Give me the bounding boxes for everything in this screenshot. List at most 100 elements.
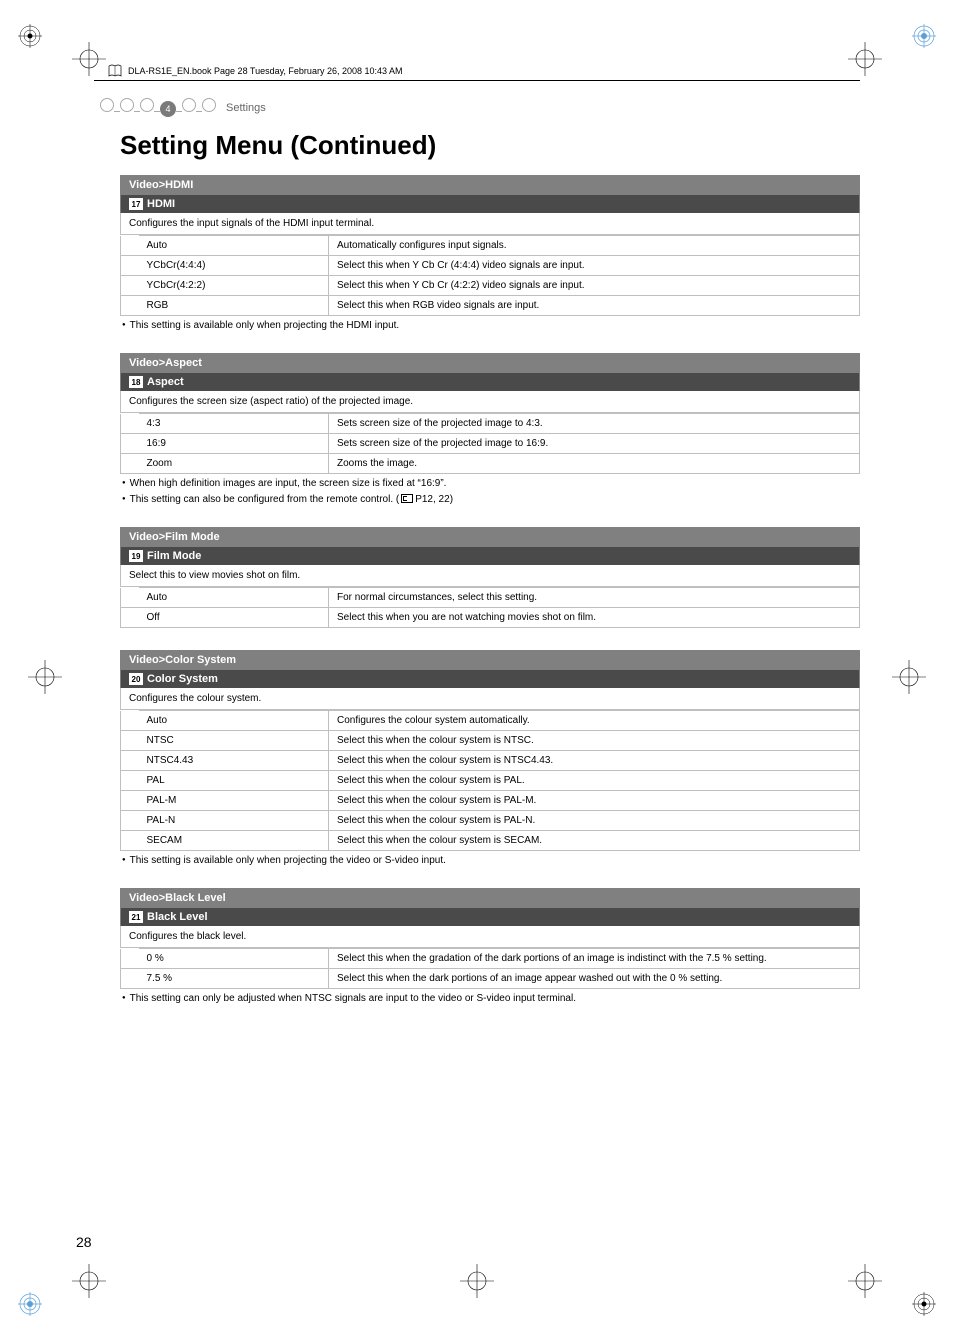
section-sub-label: Aspect (147, 376, 184, 388)
note-text: This setting can also be configured from… (130, 494, 400, 505)
table-row: ZoomZooms the image. (121, 454, 860, 474)
option-value: Select this when the colour system is PA… (329, 791, 860, 811)
crop-mark-icon (460, 1264, 494, 1298)
option-key: PAL-M (139, 791, 329, 811)
section-crumb: Video>Film Mode (120, 527, 860, 547)
settings-section: Video>Color System20 Color SystemConfigu… (120, 650, 860, 866)
section-crumb: Video>HDMI (120, 175, 860, 195)
table-row: AutoConfigures the colour system automat… (121, 711, 860, 731)
table-row: 16:9Sets screen size of the projected im… (121, 434, 860, 454)
option-value: Zooms the image. (329, 454, 860, 474)
section-sub-label: Film Mode (147, 550, 201, 562)
option-key: 0 % (139, 949, 329, 969)
breadcrumb-step (182, 98, 196, 112)
row-indent (121, 949, 139, 969)
crop-mark-icon (72, 42, 106, 76)
table-row: PALSelect this when the colour system is… (121, 771, 860, 791)
section-crumb: Video>Black Level (120, 888, 860, 908)
option-key: YCbCr(4:4:4) (139, 256, 329, 276)
row-indent (121, 296, 139, 316)
option-key: Off (139, 608, 329, 628)
settings-section: Video>Black Level21 Black LevelConfigure… (120, 888, 860, 1004)
table-row: RGBSelect this when RGB video signals ar… (121, 296, 860, 316)
options-table: AutoAutomatically configures input signa… (120, 235, 860, 316)
table-row: AutoAutomatically configures input signa… (121, 236, 860, 256)
section-crumb: Video>Color System (120, 650, 860, 670)
option-value: Select this when the gradation of the da… (329, 949, 860, 969)
section-note: This setting is available only when proj… (120, 855, 860, 866)
option-value: Select this when Y Cb Cr (4:4:4) video s… (329, 256, 860, 276)
row-indent (121, 414, 139, 434)
section-index-badge: 21 (129, 911, 143, 923)
options-table: AutoFor normal circumstances, select thi… (120, 587, 860, 628)
options-table: 0 %Select this when the gradation of the… (120, 948, 860, 989)
table-row: OffSelect this when you are not watching… (121, 608, 860, 628)
option-value: Select this when Y Cb Cr (4:2:2) video s… (329, 276, 860, 296)
section-index-badge: 19 (129, 550, 143, 562)
row-indent (121, 256, 139, 276)
breadcrumb-step (100, 98, 114, 112)
option-value: For normal circumstances, select this se… (329, 588, 860, 608)
section-index-badge: 18 (129, 376, 143, 388)
settings-section: Video>HDMI17 HDMIConfigures the input si… (120, 175, 860, 331)
registration-mark-icon (912, 1292, 936, 1316)
section-description: Select this to view movies shot on film. (120, 565, 860, 587)
registration-mark-icon (18, 24, 42, 48)
table-row: NTSCSelect this when the colour system i… (121, 731, 860, 751)
option-value: Sets screen size of the projected image … (329, 434, 860, 454)
breadcrumb: 4 Settings (100, 98, 266, 117)
row-indent (121, 811, 139, 831)
section-crumb: Video>Aspect (120, 353, 860, 373)
option-value: Sets screen size of the projected image … (329, 414, 860, 434)
section-subheader: 20 Color System (120, 670, 860, 688)
table-row: SECAMSelect this when the colour system … (121, 831, 860, 851)
option-key: NTSC4.43 (139, 751, 329, 771)
section-subheader: 18 Aspect (120, 373, 860, 391)
section-index-badge: 20 (129, 673, 143, 685)
settings-section: Video>Film Mode19 Film ModeSelect this t… (120, 527, 860, 628)
option-key: Auto (139, 711, 329, 731)
option-key: PAL (139, 771, 329, 791)
breadcrumb-connector (176, 111, 182, 112)
option-value: Select this when the colour system is SE… (329, 831, 860, 851)
options-table: AutoConfigures the colour system automat… (120, 710, 860, 851)
section-note: This setting can only be adjusted when N… (120, 993, 860, 1004)
row-indent (121, 791, 139, 811)
option-key: NTSC (139, 731, 329, 751)
row-indent (121, 588, 139, 608)
row-indent (121, 711, 139, 731)
breadcrumb-connector (154, 111, 160, 112)
row-indent (121, 276, 139, 296)
breadcrumb-step (202, 98, 216, 112)
option-key: YCbCr(4:2:2) (139, 276, 329, 296)
running-head-text: DLA-RS1E_EN.book Page 28 Tuesday, Februa… (128, 66, 403, 76)
section-sub-label: HDMI (147, 198, 175, 210)
note-text: ) (450, 494, 453, 505)
section-subheader: 19 Film Mode (120, 547, 860, 565)
option-key: 4:3 (139, 414, 329, 434)
page-number: 28 (76, 1234, 92, 1250)
registration-mark-icon (912, 24, 936, 48)
section-description: Configures the black level. (120, 926, 860, 948)
table-row: NTSC4.43Select this when the colour syst… (121, 751, 860, 771)
page-ref-icon (401, 494, 413, 503)
header-rule (94, 80, 860, 81)
page-title: Setting Menu (Continued) (120, 130, 860, 161)
crop-mark-icon (72, 1264, 106, 1298)
option-value: Select this when the colour system is PA… (329, 811, 860, 831)
breadcrumb-connector (134, 111, 140, 112)
option-key: PAL-N (139, 811, 329, 831)
table-row: PAL-NSelect this when the colour system … (121, 811, 860, 831)
section-description: Configures the input signals of the HDMI… (120, 213, 860, 235)
option-key: Auto (139, 236, 329, 256)
row-indent (121, 751, 139, 771)
table-row: 4:3Sets screen size of the projected ima… (121, 414, 860, 434)
row-indent (121, 434, 139, 454)
table-row: YCbCr(4:2:2)Select this when Y Cb Cr (4:… (121, 276, 860, 296)
table-row: PAL-MSelect this when the colour system … (121, 791, 860, 811)
breadcrumb-label: Settings (226, 102, 266, 114)
options-table: 4:3Sets screen size of the projected ima… (120, 413, 860, 474)
section-note: This setting can also be configured from… (120, 493, 860, 505)
section-description: Configures the screen size (aspect ratio… (120, 391, 860, 413)
crop-mark-icon (28, 660, 62, 694)
